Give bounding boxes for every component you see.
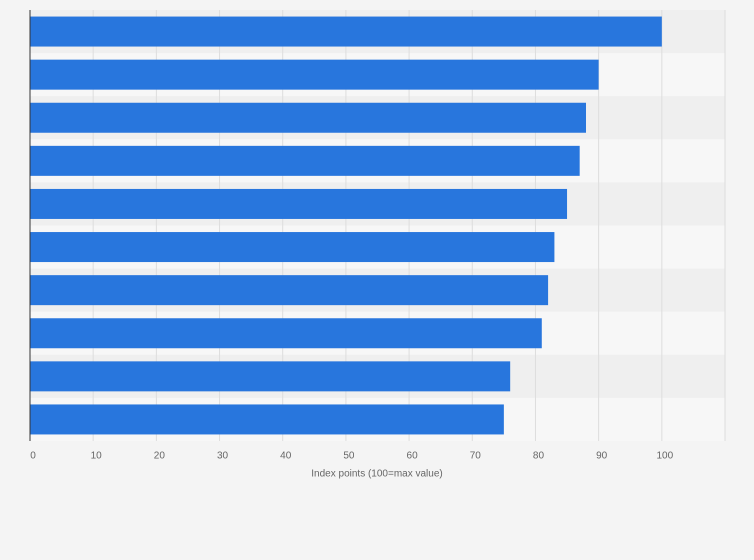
x-axis-title: Index points (100=max value): [311, 469, 442, 480]
x-tick-label: 90: [596, 451, 608, 462]
x-tick-label: 10: [91, 451, 103, 462]
x-tick-label: 40: [280, 451, 292, 462]
bar: [30, 102, 586, 133]
x-tick-label: 80: [533, 451, 545, 462]
bar: [30, 145, 580, 176]
bar: [30, 59, 599, 90]
bar: [30, 188, 568, 219]
x-tick-label: 100: [656, 451, 673, 462]
x-tick-label: 30: [217, 451, 229, 462]
bar: [30, 232, 555, 263]
x-tick-label: 50: [343, 451, 355, 462]
x-tick-label: 70: [470, 451, 482, 462]
x-tick-label: 20: [154, 451, 166, 462]
x-tick-label: 60: [407, 451, 419, 462]
x-tick-label: 0: [30, 451, 36, 462]
bar: [30, 404, 504, 435]
bar: [30, 16, 662, 47]
bar: [30, 361, 511, 392]
bar: [30, 318, 542, 349]
bar: [30, 275, 549, 306]
